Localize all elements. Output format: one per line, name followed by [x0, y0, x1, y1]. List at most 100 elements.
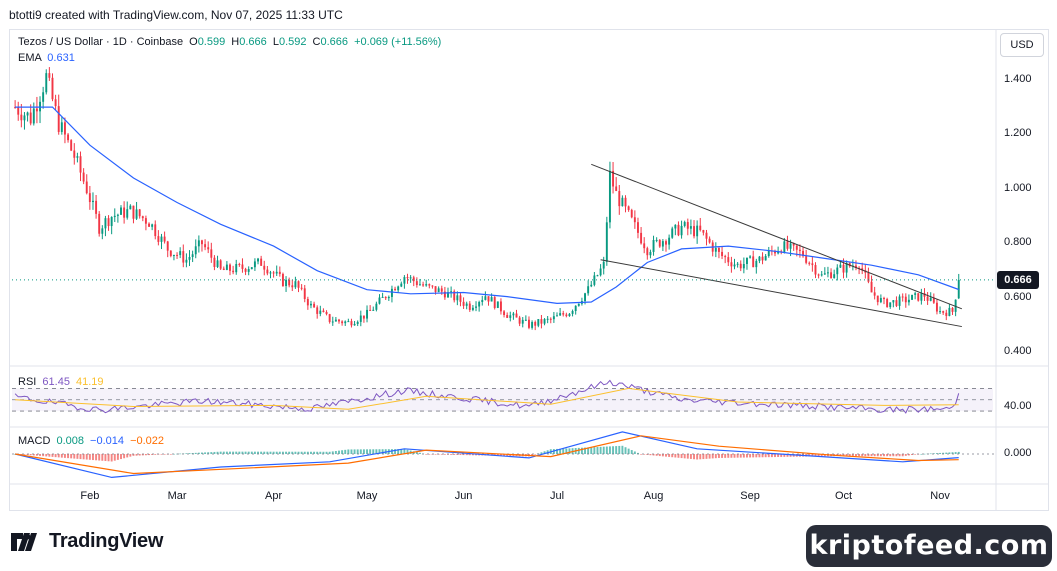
rsi-label: RSI	[18, 376, 37, 388]
tradingview-logo[interactable]: TradingView	[11, 530, 163, 553]
candle-body	[717, 248, 720, 252]
candle-body	[306, 299, 309, 306]
candle-body	[699, 225, 702, 231]
candle-body	[462, 301, 465, 306]
candle-body	[216, 260, 219, 267]
candle-body	[88, 193, 91, 203]
macd-histogram-bar	[42, 454, 45, 457]
macd-histogram-bar	[475, 454, 477, 456]
macd-histogram-bar	[362, 449, 365, 454]
candle-body	[904, 296, 907, 303]
candle-body	[524, 319, 527, 321]
candle-body	[172, 254, 175, 256]
candle-body	[375, 303, 378, 310]
macd-legend[interactable]: MACD 0.008 −0.014 −0.022	[18, 435, 164, 447]
candle-body	[512, 313, 515, 316]
candle-body	[590, 284, 593, 287]
candle-body	[702, 230, 705, 233]
macd-histogram-bar	[219, 451, 222, 454]
candle-body	[235, 264, 238, 273]
candle-body	[437, 288, 440, 292]
macd-histogram-bar	[179, 453, 182, 455]
macd-histogram-bar	[587, 447, 590, 454]
candle-body	[197, 240, 200, 247]
open-label: O	[189, 36, 198, 48]
candle-body	[238, 264, 241, 266]
macd-histogram-bar	[278, 451, 281, 454]
candle-body	[222, 268, 225, 270]
candle-body	[939, 311, 942, 313]
macd-histogram-bar	[839, 454, 842, 457]
candle-body	[652, 240, 655, 252]
macd-histogram-bar	[633, 451, 636, 454]
candle-body	[503, 311, 506, 315]
macd-histogram-bar	[313, 451, 316, 454]
candle-body	[658, 239, 661, 247]
candle-body	[649, 251, 652, 256]
candle-body	[577, 303, 580, 306]
macd-histogram-bar	[275, 451, 278, 454]
candle-body	[917, 293, 920, 301]
macd-histogram-bar	[711, 454, 714, 459]
candle-body	[764, 256, 767, 261]
macd-histogram-bar	[138, 454, 141, 456]
candle-body	[390, 288, 393, 297]
macd-histogram-bar	[191, 452, 194, 454]
time-axis-tick: Mar	[167, 490, 187, 502]
macd-histogram-bar	[649, 454, 652, 456]
macd-histogram-bar	[257, 451, 259, 454]
candle-body	[798, 249, 801, 251]
macd-hist-value: 0.008	[56, 435, 84, 447]
macd-histogram-bar	[269, 451, 272, 454]
candle-body	[344, 321, 347, 324]
candle-body	[23, 115, 26, 121]
candle-body	[67, 134, 70, 141]
candle-body	[515, 313, 518, 318]
macd-histogram-bar	[465, 454, 468, 456]
ema-legend[interactable]: EMA 0.631	[18, 52, 75, 64]
candle-body	[534, 321, 537, 326]
macd-histogram-bar	[867, 454, 870, 457]
low-label: L	[272, 36, 279, 48]
macd-histogram-bar	[29, 454, 32, 456]
candle-body	[101, 228, 104, 234]
candle-body	[599, 268, 602, 276]
macd-histogram-bar	[26, 454, 29, 455]
high-label: H	[231, 36, 240, 48]
macd-histogram-bar	[602, 446, 605, 454]
macd-histogram-bar	[668, 454, 671, 457]
macd-histogram-bar	[229, 451, 231, 454]
candle-body	[537, 319, 540, 326]
macd-histogram-bar	[643, 454, 646, 455]
macd-histogram-bar	[752, 454, 755, 458]
macd-histogram-bar	[652, 454, 655, 456]
macd-histogram-bar	[126, 454, 129, 458]
candle-body	[677, 224, 680, 236]
candle-body	[811, 263, 814, 266]
candle-body	[60, 122, 63, 132]
candle-body	[406, 277, 409, 279]
candle-body	[291, 285, 294, 288]
tradingview-wordmark: TradingView	[49, 530, 164, 552]
candle-body	[951, 307, 954, 312]
candle-body	[761, 256, 764, 261]
candle-body	[624, 197, 627, 207]
macd-histogram-bar	[428, 454, 431, 455]
macd-histogram-bar	[163, 454, 166, 455]
candle-body	[901, 296, 904, 298]
currency-button[interactable]: USD	[1000, 33, 1044, 57]
macd-histogram-bar	[817, 454, 820, 457]
candle-body	[602, 261, 605, 269]
macd-histogram-bar	[646, 454, 649, 455]
candle-body	[213, 257, 216, 267]
candle-body	[954, 299, 957, 312]
candle-body	[733, 264, 736, 267]
candle-body	[942, 311, 945, 313]
candle-body	[447, 292, 449, 298]
macd-histogram-bar	[543, 451, 546, 454]
candle-body	[898, 296, 901, 306]
candle-body	[419, 284, 421, 286]
rsi-legend[interactable]: RSI 61.45 41.19	[18, 376, 104, 388]
candle-body	[484, 296, 487, 300]
